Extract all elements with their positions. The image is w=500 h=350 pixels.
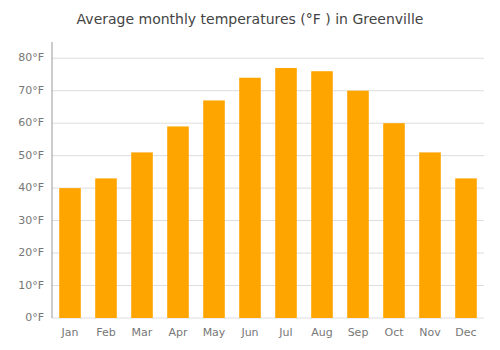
bars bbox=[59, 68, 477, 318]
bar bbox=[167, 126, 189, 318]
bar bbox=[311, 71, 333, 318]
x-tick-label: Apr bbox=[168, 326, 188, 339]
y-grid bbox=[52, 58, 484, 318]
x-tick-label: Oct bbox=[384, 326, 404, 339]
y-tick-label: 80°F bbox=[18, 51, 44, 64]
x-tick-label: Jun bbox=[240, 326, 258, 339]
bar bbox=[275, 68, 297, 318]
x-tick-label: Nov bbox=[419, 326, 441, 339]
x-tick-label: Jan bbox=[61, 326, 79, 339]
y-ticks: 0°F 10°F 20°F 30°F 40°F 50°F 60°F 70°F 80°F bbox=[18, 51, 44, 324]
chart: 0°F 10°F 20°F 30°F 40°F 50°F 60°F 70°F 80°F Jan Fe… bbox=[0, 0, 500, 350]
bar bbox=[455, 178, 477, 318]
y-axis-line bbox=[52, 42, 53, 318]
x-tick-label: Aug bbox=[311, 326, 332, 339]
x-tick-label: Feb bbox=[96, 326, 115, 339]
grid-line bbox=[52, 90, 484, 91]
y-tick-label: 10°F bbox=[18, 279, 44, 292]
y-tick-label: 20°F bbox=[18, 246, 44, 259]
y-tick-label: 40°F bbox=[18, 181, 44, 194]
bar bbox=[419, 152, 441, 318]
x-tick-label: Mar bbox=[132, 326, 153, 339]
y-tick-label: 0°F bbox=[25, 311, 44, 324]
bar bbox=[95, 178, 117, 318]
x-tick-label: Dec bbox=[455, 326, 476, 339]
grid-line bbox=[52, 58, 484, 59]
bar bbox=[347, 91, 369, 318]
x-ticks: Jan Feb Mar Apr May Jun Jul Aug Sep Oct Nov Dec bbox=[61, 326, 477, 339]
x-tick-label: May bbox=[203, 326, 226, 339]
bar bbox=[131, 152, 153, 318]
bar bbox=[59, 188, 81, 318]
bar bbox=[239, 78, 261, 318]
y-tick-label: 70°F bbox=[18, 84, 44, 97]
title: Average monthly temperatures (°F ) in Gr… bbox=[77, 11, 424, 27]
y-tick-label: 60°F bbox=[18, 116, 44, 129]
y-tick-label: 50°F bbox=[18, 149, 44, 162]
x-tick-label: Jul bbox=[278, 326, 292, 339]
bar bbox=[203, 100, 225, 318]
grid-line bbox=[52, 123, 484, 124]
x-tick-label: Sep bbox=[348, 326, 369, 339]
chart-container: 0°F 10°F 20°F 30°F 40°F 50°F 60°F 70°F 80°F Jan Fe… bbox=[0, 0, 500, 350]
y-tick-label: 30°F bbox=[18, 214, 44, 227]
bar bbox=[383, 123, 405, 318]
